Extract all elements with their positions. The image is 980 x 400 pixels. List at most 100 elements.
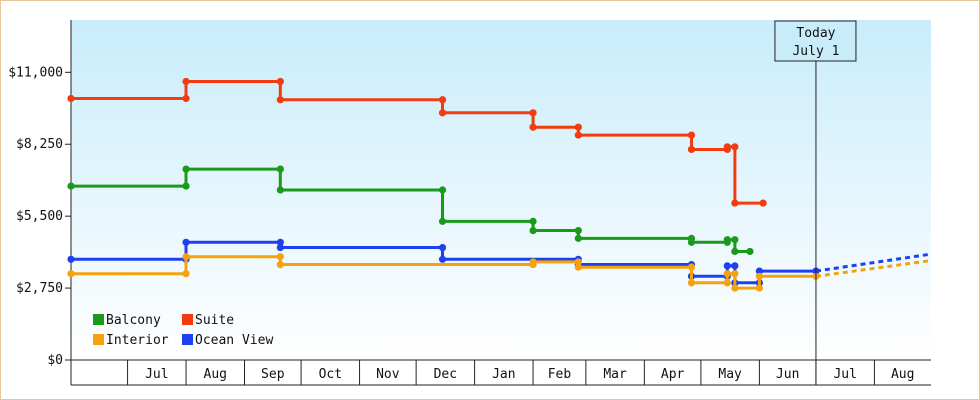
y-tick-label-2: $5,500: [16, 209, 63, 224]
data-point-16: [755, 272, 763, 280]
data-point-5: [438, 186, 447, 194]
y-tick-label-3: $8,250: [16, 137, 63, 152]
legend: Balcony Suite Interior Ocean View: [93, 313, 273, 348]
data-point-6: [438, 255, 447, 263]
series-balcony: [67, 165, 754, 256]
data-point-8: [529, 123, 537, 131]
legend-swatch-2: [93, 334, 104, 345]
legend-label-2: Interior: [106, 333, 169, 348]
data-point-8: [574, 263, 582, 271]
projection-line: [815, 259, 932, 278]
data-point-9: [687, 263, 696, 271]
x-tick-label-8: Feb: [548, 367, 572, 382]
data-point-2: [182, 77, 190, 86]
axis-group: $0 $2,750 $5,500 $8,250 $11,000 Jul Aug Sep Oct N…: [8, 20, 931, 386]
series-layer: [67, 77, 932, 292]
data-point-0: [67, 270, 75, 278]
data-point-0: [67, 182, 75, 190]
y-tick-label-4: $11,000: [8, 65, 63, 80]
data-point-6: [438, 217, 447, 225]
data-point-1: [182, 182, 190, 190]
y-tick-label-1: $2,750: [16, 281, 63, 296]
data-point-11: [723, 279, 731, 287]
data-point-3: [276, 253, 284, 261]
data-point-12: [723, 270, 731, 278]
series-interior: [67, 253, 932, 292]
series-suite: [67, 77, 767, 207]
today-label-line2: July 1: [792, 44, 839, 59]
data-point-16: [755, 267, 763, 275]
data-point-16: [731, 199, 739, 207]
legend-label-0: Balcony: [106, 313, 161, 328]
x-tick-label-6: Dec: [434, 367, 457, 382]
data-point-14: [723, 236, 731, 244]
data-point-4: [276, 186, 284, 194]
y-tick-label-0: $0: [47, 353, 63, 368]
data-point-14: [723, 143, 731, 151]
data-point-4: [276, 243, 284, 252]
data-point-16: [731, 247, 739, 256]
data-point-3: [276, 165, 284, 173]
data-point-0: [67, 255, 75, 263]
data-point-1: [182, 270, 190, 278]
data-point-8: [529, 226, 537, 235]
x-tick-label-13: Jul: [833, 367, 856, 382]
legend-swatch-0: [93, 314, 104, 325]
x-tick-label-4: Oct: [319, 367, 342, 382]
data-point-14: [731, 284, 739, 292]
data-point-2: [182, 253, 190, 261]
data-point-13: [731, 270, 739, 278]
x-tick-label-2: Aug: [204, 367, 227, 382]
today-box: [774, 20, 857, 62]
data-point-7: [529, 217, 537, 225]
data-point-4: [276, 96, 284, 104]
legend-swatch-1: [182, 314, 193, 325]
data-point-10: [574, 131, 582, 139]
projection-line: [815, 252, 932, 273]
data-point-4: [276, 260, 284, 269]
data-point-9: [574, 123, 582, 131]
data-point-2: [182, 238, 190, 246]
data-point-9: [574, 226, 582, 235]
x-tick-label-12: Jun: [776, 367, 799, 382]
x-tick-label-14: Aug: [891, 367, 914, 382]
legend-swatch-3: [182, 334, 193, 345]
data-point-5: [438, 96, 447, 104]
x-tick-label-9: Mar: [603, 367, 627, 382]
x-tick-label-10: Apr: [661, 367, 685, 382]
data-point-0: [67, 94, 75, 103]
data-point-5: [438, 243, 447, 252]
data-point-6: [529, 258, 537, 266]
data-point-7: [574, 258, 582, 266]
data-point-7: [529, 109, 537, 117]
plot-area: [71, 20, 931, 360]
today-marker: Today July 1: [774, 20, 857, 385]
x-tick-label-11: May: [718, 367, 742, 382]
x-tick-label-1: Jul: [145, 367, 168, 382]
legend-label-1: Suite: [195, 313, 234, 328]
data-point-2: [182, 165, 190, 173]
data-point-17: [746, 247, 754, 256]
data-point-10: [687, 279, 696, 287]
data-point-17: [759, 199, 767, 207]
data-point-12: [687, 238, 696, 246]
data-point-1: [182, 94, 190, 103]
x-tick-label-5: Nov: [376, 367, 400, 382]
series-line: [71, 255, 816, 290]
series-line: [71, 240, 816, 285]
data-point-11: [687, 131, 696, 139]
data-point-3: [276, 238, 284, 246]
x-tick-label-7: Jan: [492, 367, 515, 382]
data-point-12: [687, 145, 696, 154]
data-point-15: [731, 143, 739, 151]
data-point-12: [723, 262, 731, 270]
data-point-15: [731, 236, 739, 244]
today-label-line1: Today: [796, 26, 835, 41]
data-point-3: [276, 77, 284, 86]
data-point-6: [438, 109, 447, 117]
data-point-15: [755, 284, 763, 292]
data-point-13: [731, 262, 739, 270]
data-point-10: [574, 234, 582, 242]
legend-label-3: Ocean View: [195, 333, 273, 348]
